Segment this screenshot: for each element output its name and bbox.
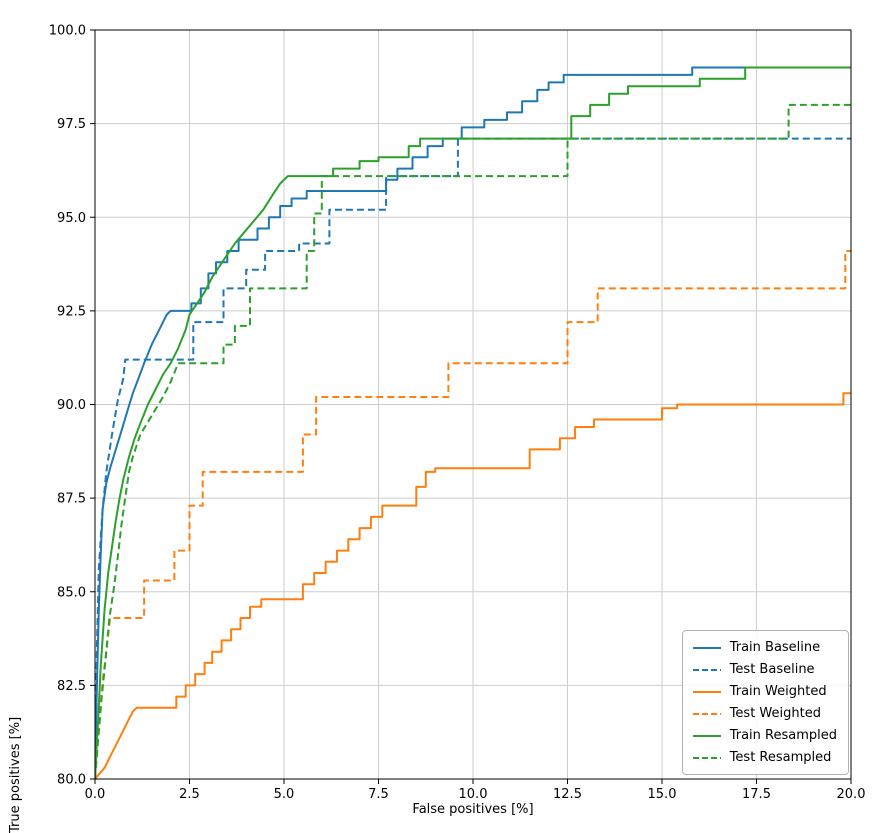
legend-label: Test Resampled — [729, 750, 832, 765]
y-tick-label: 92.5 — [57, 304, 86, 319]
legend-label: Train Resampled — [729, 728, 837, 743]
legend: Train Baseline Test Baseline Train Weighte… — [681, 630, 849, 775]
legend-line-sample — [692, 712, 721, 715]
legend-label: Train Baseline — [729, 640, 821, 655]
y-axis-label: True positives [%] — [8, 716, 23, 833]
legend-label: Train Weighted — [729, 684, 827, 699]
y-tick-label: 80.0 — [57, 773, 86, 788]
legend-label: Test Weighted — [729, 706, 821, 721]
x-tick-label: 2.5 — [179, 787, 200, 802]
series-train-resampled — [95, 66, 851, 779]
legend-line-sample — [692, 668, 721, 671]
legend-item-train-baseline: Train Baseline — [692, 638, 837, 657]
series-test-weighted — [95, 250, 851, 779]
legend-item-test-baseline: Test Baseline — [692, 660, 837, 679]
x-tick-label: 7.5 — [368, 787, 389, 802]
series-test-resampled — [95, 103, 851, 779]
legend-line-sample — [692, 756, 721, 759]
y-tick-label: 87.5 — [57, 492, 86, 507]
y-tick-label: 95.0 — [57, 211, 86, 226]
y-tick-label: 85.0 — [57, 585, 86, 600]
legend-line-sample — [692, 734, 721, 737]
x-tick-label: 20.0 — [837, 787, 866, 802]
x-axis-label: False positives [%] — [412, 802, 534, 817]
x-tick-label: 10.0 — [459, 787, 488, 802]
legend-item-test-weighted: Test Weighted — [692, 704, 837, 723]
y-tick-label: 90.0 — [57, 398, 86, 413]
x-tick-label: 15.0 — [648, 787, 677, 802]
legend-line-sample — [692, 646, 721, 649]
x-tick-label: 0.0 — [85, 787, 106, 802]
series-train-weighted — [95, 392, 851, 779]
series-test-baseline — [95, 137, 851, 779]
series-train-baseline — [95, 66, 851, 779]
y-tick-label: 100.0 — [49, 24, 86, 39]
legend-item-test-resampled: Test Resampled — [692, 748, 837, 767]
legend-item-train-resampled: Train Resampled — [692, 726, 837, 745]
legend-line-sample — [692, 690, 721, 693]
x-tick-label: 5.0 — [274, 787, 295, 802]
legend-label: Test Baseline — [729, 662, 815, 677]
x-tick-label: 17.5 — [742, 787, 771, 802]
y-tick-label: 82.5 — [57, 679, 86, 694]
x-tick-label: 12.5 — [553, 787, 582, 802]
legend-item-train-weighted: Train Weighted — [692, 682, 837, 701]
y-tick-label: 97.5 — [57, 117, 86, 132]
